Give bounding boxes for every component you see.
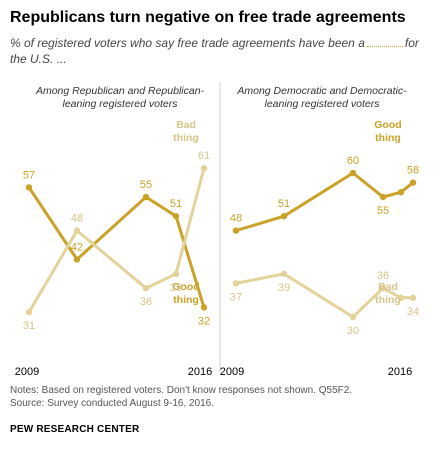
source-text: Source: Survey conducted August 9-16, 20… <box>10 398 215 409</box>
data-point <box>397 294 405 301</box>
data-point <box>200 304 208 311</box>
data-point <box>409 294 417 301</box>
chart-title: Republicans turn negative on free trade … <box>10 9 406 26</box>
series-label-good: thing <box>375 132 401 144</box>
data-point <box>200 165 208 172</box>
data-label: 36 <box>140 296 152 308</box>
data-point <box>73 256 81 263</box>
left-panel-title-line-1: Among Republican and Republican- <box>35 85 205 97</box>
data-label: 37 <box>230 291 242 303</box>
left-panel-title: Among Republican and Republican- leaning… <box>20 85 220 111</box>
data-label: 60 <box>347 155 359 167</box>
data-label: 55 <box>140 179 152 191</box>
data-label: 51 <box>170 198 182 210</box>
data-label: 34 <box>407 306 419 318</box>
left-panel-title-line-2: leaning registered voters <box>62 98 178 110</box>
data-point <box>232 280 240 287</box>
data-label: 32 <box>198 315 210 327</box>
data-point <box>349 169 357 177</box>
series-label-bad: thing <box>173 132 199 144</box>
data-point <box>280 270 288 277</box>
data-point <box>25 309 33 316</box>
data-point <box>172 270 180 277</box>
data-label: 42 <box>71 241 83 253</box>
data-label: 48 <box>230 213 242 225</box>
data-point <box>409 179 417 186</box>
data-label: 31 <box>23 320 35 332</box>
data-label: 51 <box>278 198 290 210</box>
subtitle-blank <box>366 46 403 47</box>
right-panel-title: Among Democratic and Democratic- leaning… <box>222 85 422 111</box>
data-label: 39 <box>170 282 182 294</box>
data-point <box>349 313 357 321</box>
series-label-good: Good <box>374 119 401 131</box>
x-tick-label-end: 2016 <box>188 366 212 378</box>
series-label-good: Good <box>172 281 199 293</box>
data-label: 58 <box>407 165 419 177</box>
data-label: 39 <box>278 282 290 294</box>
x-tick-label-end: 2016 <box>388 366 412 378</box>
data-label: 30 <box>347 325 359 337</box>
subtitle-lead: % of registered voters who say free trad… <box>10 36 365 50</box>
subtitle-tail: for the U.S. ... <box>10 36 419 66</box>
data-point <box>73 227 81 234</box>
notes-text: Notes: Based on registered voters. Don't… <box>10 385 353 396</box>
data-label: 57 <box>23 169 35 181</box>
data-label: 36 <box>377 270 389 282</box>
organization-credit: PEW RESEARCH CENTER <box>10 424 140 435</box>
right-panel-title-line-2: leaning registered voters <box>264 98 380 110</box>
series-label-bad: Bad <box>176 119 196 131</box>
data-point <box>142 285 150 292</box>
data-point <box>25 184 33 191</box>
series-label-good: thing <box>173 294 199 306</box>
data-label: 48 <box>71 213 83 225</box>
data-label: 55 <box>377 205 389 217</box>
x-tick-label-start: 2009 <box>220 366 244 378</box>
data-point <box>379 193 387 201</box>
data-point <box>172 213 180 220</box>
series-label-bad: thing <box>375 294 401 306</box>
data-point <box>379 285 387 292</box>
series-label-bad: Bad <box>378 281 398 293</box>
x-tick-label-start: 2009 <box>15 366 39 378</box>
series-line-good <box>235 171 414 233</box>
notes: Notes: Based on registered voters. Don't… <box>10 384 352 410</box>
data-point <box>397 189 405 196</box>
chart-subtitle: % of registered voters who say free trad… <box>10 35 435 67</box>
data-label: 61 <box>198 150 210 162</box>
data-point <box>232 227 240 234</box>
right-panel-title-line-1: Among Democratic and Democratic- <box>237 85 407 97</box>
data-point <box>142 193 150 201</box>
data-point <box>280 213 288 220</box>
